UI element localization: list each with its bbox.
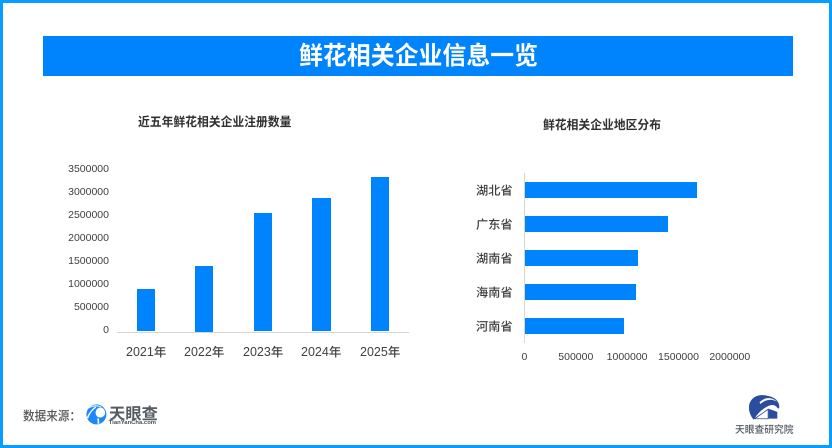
svg-text:2025: 2025 <box>360 345 388 359</box>
svg-text:2024: 2024 <box>301 345 329 359</box>
svg-text:2022: 2022 <box>184 345 212 359</box>
svg-text:2021: 2021 <box>126 345 154 359</box>
svg-text:2023: 2023 <box>243 345 271 359</box>
